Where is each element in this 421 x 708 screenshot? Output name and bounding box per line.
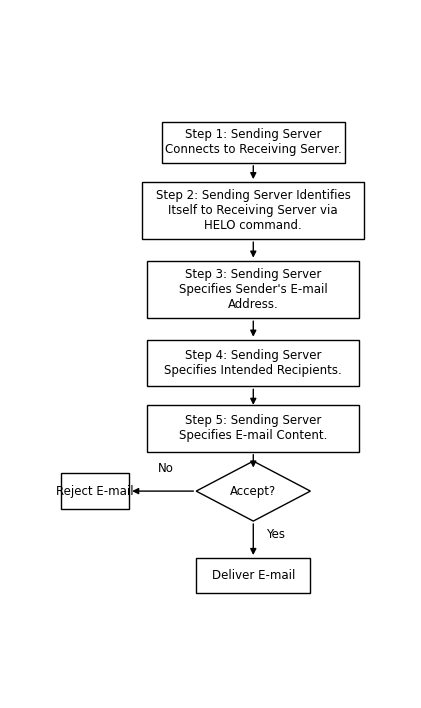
- Text: No: No: [158, 462, 174, 475]
- Text: Step 3: Sending Server
Specifies Sender's E-mail
Address.: Step 3: Sending Server Specifies Sender'…: [179, 268, 328, 311]
- FancyBboxPatch shape: [162, 122, 345, 163]
- Text: Yes: Yes: [266, 527, 285, 540]
- FancyBboxPatch shape: [147, 261, 360, 318]
- FancyBboxPatch shape: [196, 558, 310, 593]
- FancyBboxPatch shape: [147, 405, 360, 452]
- FancyBboxPatch shape: [147, 340, 360, 386]
- Text: Reject E-mail: Reject E-mail: [56, 484, 134, 498]
- Text: Step 5: Sending Server
Specifies E-mail Content.: Step 5: Sending Server Specifies E-mail …: [179, 414, 328, 442]
- FancyBboxPatch shape: [61, 474, 129, 509]
- Text: Step 4: Sending Server
Specifies Intended Recipients.: Step 4: Sending Server Specifies Intende…: [165, 349, 342, 377]
- Polygon shape: [196, 461, 310, 521]
- Text: Step 2: Sending Server Identifies
Itself to Receiving Server via
HELO command.: Step 2: Sending Server Identifies Itself…: [156, 189, 351, 232]
- Text: Accept?: Accept?: [230, 484, 277, 498]
- Text: Deliver E-mail: Deliver E-mail: [212, 569, 295, 582]
- FancyBboxPatch shape: [142, 182, 364, 239]
- Text: Step 1: Sending Server
Connects to Receiving Server.: Step 1: Sending Server Connects to Recei…: [165, 128, 342, 156]
